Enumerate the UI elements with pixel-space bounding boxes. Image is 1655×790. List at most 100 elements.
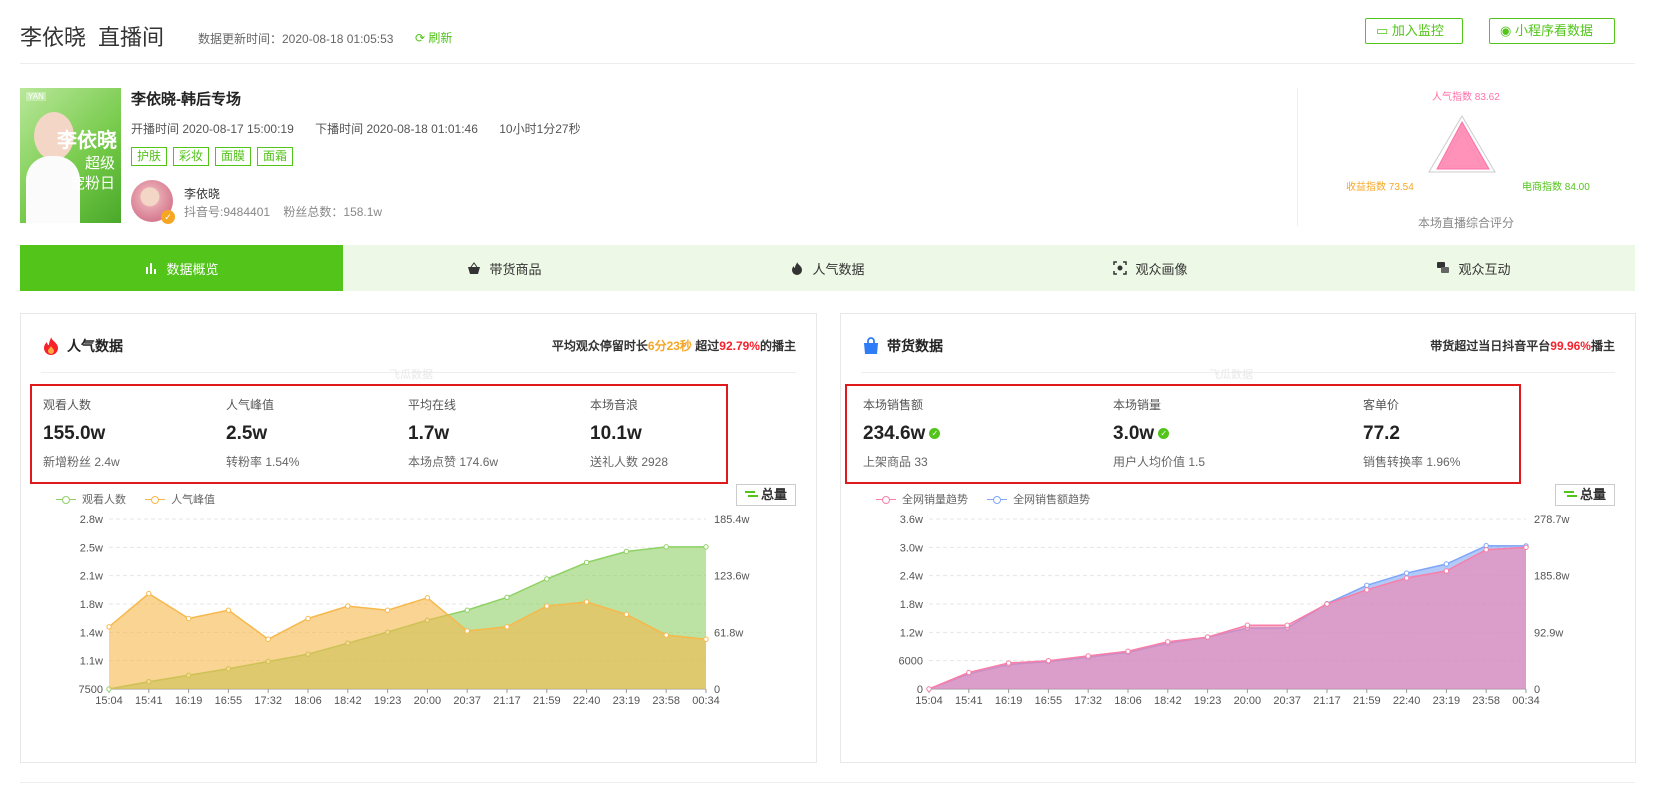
y-tick-label: 1.8w — [900, 599, 923, 611]
miniapp-data-button[interactable]: ◉ 小程序看数据 — [1489, 18, 1615, 44]
x-tick-label: 00:34 — [692, 695, 720, 707]
y-tick-label: 1.8w — [80, 599, 103, 611]
add-monitor-label: 加入监控 — [1391, 23, 1444, 38]
data-point — [1483, 546, 1489, 553]
data-point — [1443, 561, 1450, 567]
data-point — [424, 595, 431, 601]
tab-popularity[interactable]: 人气数据 — [666, 245, 989, 291]
popularity-metrics: 观看人数 155.0w 新增粉丝 2.4w 人气峰值 2.5w 转粉率 1.54… — [30, 384, 728, 484]
series-area — [929, 547, 1526, 689]
panel-title: 人气数据 — [67, 338, 123, 354]
add-monitor-button[interactable]: ▭ 加入监控 — [1365, 18, 1463, 44]
total-toggle-button[interactable]: 总量 — [1555, 484, 1615, 506]
data-point — [703, 544, 709, 550]
tab-products[interactable]: 带货商品 — [343, 245, 666, 291]
x-tick-label: 18:06 — [1114, 695, 1142, 707]
data-point — [1324, 601, 1330, 607]
tab-interaction[interactable]: 观众互动 — [1312, 245, 1635, 291]
y2-tick-label: 185.8w — [1534, 571, 1570, 583]
y-tick-label: 2.5w — [80, 542, 103, 554]
miniapp-label: 小程序看数据 — [1514, 23, 1593, 38]
income-index: 收益指数 73.54 — [1346, 182, 1414, 193]
data-point — [1523, 544, 1529, 551]
x-tick-label: 18:06 — [294, 695, 322, 707]
y-tick-label: 3.6w — [900, 514, 923, 526]
cover-text-2: 超级 — [84, 155, 115, 172]
tab-overview[interactable]: 数据概览 — [20, 245, 343, 291]
x-tick-label: 17:32 — [254, 695, 282, 707]
data-point — [1284, 622, 1290, 628]
x-tick-label: 19:23 — [1194, 695, 1222, 707]
divider — [1297, 88, 1298, 226]
data-point — [623, 611, 630, 618]
data-point — [504, 624, 510, 630]
data-point — [1443, 568, 1450, 574]
tab-label: 带货商品 — [489, 261, 542, 277]
total-toggle-button[interactable]: 总量 — [736, 484, 796, 506]
series-area — [109, 593, 706, 689]
y-tick-label: 2.1w — [80, 571, 103, 583]
data-point — [384, 607, 391, 613]
y-tick-label: 1.2w — [900, 627, 923, 639]
legend-item[interactable]: 全网销量趋势 — [876, 491, 968, 507]
anchor-nickname[interactable]: 李依晓 — [184, 187, 221, 201]
data-point — [1165, 639, 1171, 645]
x-tick-label: 17:32 — [1074, 695, 1102, 707]
live-title: 李依晓-韩后专场 — [131, 91, 241, 108]
avatar[interactable]: ✓ — [131, 180, 175, 224]
data-point — [583, 559, 590, 566]
legend-item[interactable]: 人气峰值 — [145, 491, 215, 507]
data-point — [663, 544, 669, 550]
popularity-index: 人气指数 83.62 — [1432, 92, 1500, 103]
popularity-panel: 人气数据 平均观众停留时长6分23秒 超过92.79%的播主 飞瓜数据 观看人数… — [20, 313, 817, 763]
x-tick-label: 23:19 — [1433, 695, 1461, 707]
y-tick-label: 0 — [917, 684, 923, 696]
data-point — [544, 576, 550, 582]
x-tick-label: 19:23 — [374, 695, 402, 707]
sales-chart: 0 6000 1.2w 1.8w 2.4w 3.0w 3.6w 0 92.9w 185.8w 278… — [899, 514, 1570, 707]
data-point — [1085, 653, 1091, 659]
verified-icon: ✓ — [161, 210, 175, 224]
data-point — [504, 594, 510, 601]
data-point — [1364, 582, 1370, 589]
data-point — [926, 686, 932, 692]
data-point — [1125, 648, 1131, 654]
x-tick-label: 00:34 — [1512, 695, 1540, 707]
series-line — [108, 592, 707, 641]
data-point — [623, 548, 630, 555]
x-tick-label: 15:04 — [95, 695, 123, 707]
basket-icon — [468, 262, 481, 274]
refresh-button[interactable]: ⟳ 刷新 — [415, 29, 452, 46]
watermark: 飞瓜数据 — [1209, 369, 1253, 381]
series-line — [928, 546, 1527, 690]
x-tick-label: 20:00 — [414, 695, 442, 707]
bag-icon — [864, 337, 878, 354]
tab-label: 数据概览 — [166, 261, 219, 277]
y2-tick-label: 278.7w — [1534, 514, 1570, 526]
tag: 彩妆 — [173, 147, 210, 166]
data-point — [1204, 634, 1211, 640]
x-tick-label: 16:55 — [215, 695, 243, 707]
x-tick-label: 15:04 — [915, 695, 943, 707]
data-point — [1005, 660, 1012, 666]
data-point — [265, 636, 271, 642]
data-point — [345, 603, 351, 609]
cover-tag: YAN — [26, 92, 46, 101]
data-point — [663, 632, 669, 638]
legend-item[interactable]: 观看人数 — [56, 491, 126, 507]
y2-tick-label: 92.9w — [1534, 627, 1563, 639]
legend-item[interactable]: 全网销售额趋势 — [987, 491, 1090, 507]
data-point — [1364, 587, 1370, 593]
y2-tick-label: 185.4w — [714, 514, 750, 526]
y2-tick-label: 123.6w — [714, 571, 750, 583]
x-tick-label: 20:00 — [1234, 695, 1262, 707]
chart-legend: 观看人数 人气峰值 — [56, 491, 231, 507]
check-icon: ✓ — [929, 428, 941, 440]
data-point — [1403, 570, 1410, 576]
tab-audience[interactable]: 观众画像 — [989, 245, 1312, 291]
metric-volume: 本场销量 3.0w ✓ 用户人均价值 1.5 — [1113, 398, 1206, 469]
metric-revenue: 本场销售额 234.6w ✓ 上架商品 33 — [863, 396, 941, 470]
sales-metrics: 本场销售额 234.6w ✓ 上架商品 33 本场销量 3.0w ✓ 用户人均价值 … — [845, 384, 1521, 484]
data-point — [1403, 575, 1410, 581]
miniapp-icon: ◉ — [1500, 23, 1515, 38]
